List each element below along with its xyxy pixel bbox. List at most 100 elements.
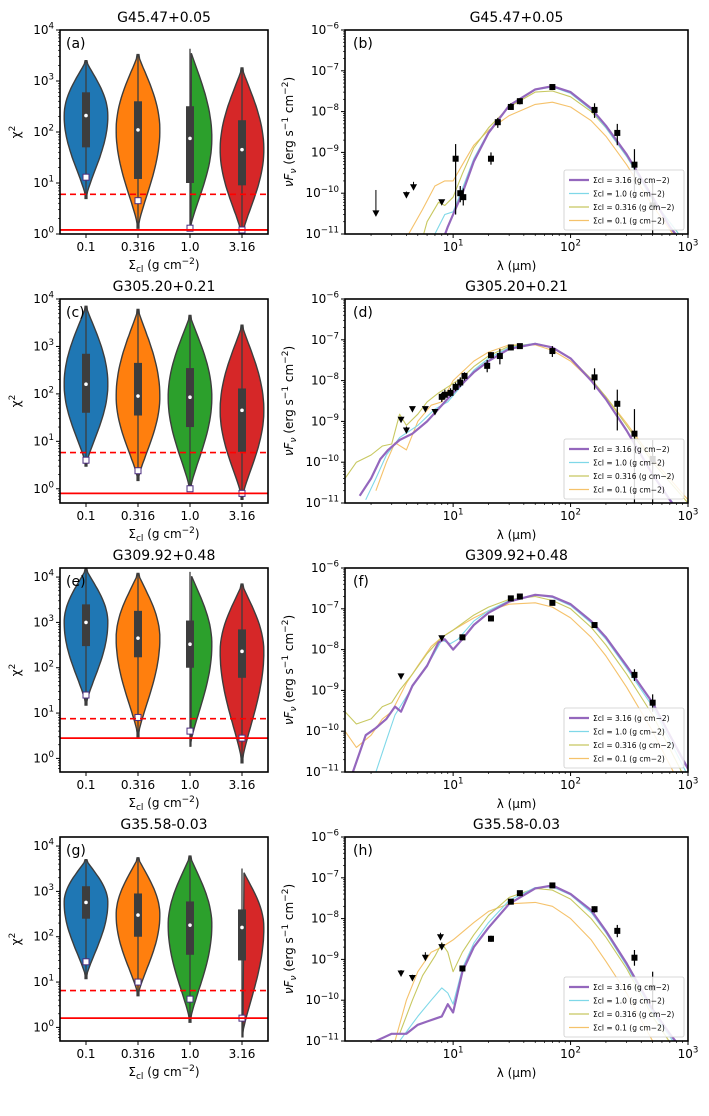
- violin-median: [84, 382, 88, 386]
- violin-box: [238, 909, 246, 961]
- violin-panel: G305.20+0.21 100 101 102 103 104 0.1 0.316 1.0 3.…: [8, 279, 269, 544]
- sed-panel: G305.20+0.21 10−11 10−10 10−9 10−8 10−7 10−6 10…: [281, 279, 698, 542]
- data-point: [549, 84, 556, 91]
- y-tick-label: 103: [33, 614, 54, 629]
- y-tick-label: 10−10: [306, 992, 339, 1007]
- data-point: [516, 343, 523, 350]
- legend-entry-label: Σcl = 0.1 (g cm−2): [593, 755, 665, 764]
- model-sed-line: [399, 887, 670, 1041]
- violin-box: [186, 901, 194, 955]
- data-point: [649, 699, 656, 706]
- x-axis-label: λ (μm): [497, 797, 537, 811]
- y-tick-label: 100: [33, 1019, 54, 1034]
- model-sed-line: [351, 593, 688, 772]
- x-tick-label: 102: [560, 777, 581, 792]
- panel-title: G45.47+0.05: [117, 10, 211, 26]
- x-tick-label: 0.1: [76, 778, 95, 792]
- violin-box: [134, 362, 142, 416]
- data-point: [549, 599, 556, 606]
- y-axis-label: νFν (erg s−1 cm−2): [281, 77, 299, 187]
- data-point: [452, 155, 459, 162]
- violin-box: [186, 106, 194, 183]
- x-tick-label: 101: [443, 1046, 464, 1061]
- panel-label: (h): [353, 843, 373, 859]
- x-tick-label: 101: [443, 777, 464, 792]
- x-tick-label: 3.16: [229, 240, 256, 254]
- data-point: [507, 898, 514, 905]
- violin-box: [134, 101, 142, 179]
- upper-limit-marker: [397, 673, 405, 680]
- data-point: [591, 622, 598, 629]
- violin-panel: G309.92+0.48 100 101 102 103 104 0.1 0.316 1.0 3.…: [8, 548, 269, 813]
- data-point: [591, 906, 598, 913]
- data-point: [496, 353, 503, 360]
- legend-entry-label: Σcl = 3.16 (g cm−2): [593, 176, 670, 185]
- best-fit-marker: [186, 995, 194, 1003]
- axes-frame: [344, 836, 689, 1042]
- best-fit-marker: [82, 456, 90, 464]
- data-point: [487, 615, 494, 622]
- legend-entry-label: Σcl = 1.0 (g cm−2): [593, 190, 665, 199]
- upper-limit-marker: [410, 184, 418, 191]
- panel-title: G35.58-0.03: [473, 817, 560, 833]
- y-tick-label: 10−9: [311, 413, 339, 428]
- axes-frame: [344, 298, 689, 504]
- y-axis-label: χ2: [8, 664, 23, 677]
- x-tick-label: 1.0: [180, 240, 199, 254]
- data-point: [452, 383, 459, 390]
- x-tick-label: 0.1: [76, 240, 95, 254]
- x-tick-label: 3.16: [229, 778, 256, 792]
- panel-label: (g): [66, 843, 86, 859]
- upper-limit-marker: [421, 406, 429, 413]
- best-fit-marker: [134, 467, 142, 475]
- violin-median: [84, 620, 88, 625]
- y-tick-label: 10−11: [306, 495, 339, 510]
- x-tick-label: 102: [560, 508, 581, 523]
- y-tick-label: 10−8: [311, 103, 339, 118]
- legend-entry-label: Σcl = 0.316 (g cm−2): [593, 741, 674, 750]
- legend-box: [563, 169, 685, 231]
- y-axis-label: χ2: [8, 395, 23, 408]
- y-tick-label: 10−6: [311, 829, 339, 844]
- best-fit-marker: [134, 978, 142, 986]
- data-point: [459, 965, 466, 972]
- data-point: [447, 389, 454, 396]
- x-axis-label: Σcl (g cm−2): [128, 795, 199, 813]
- legend-entry-label: Σcl = 0.1 (g cm−2): [593, 1024, 665, 1033]
- panel-label: (b): [353, 36, 373, 52]
- data-point: [614, 400, 621, 407]
- data-point: [487, 155, 494, 162]
- panel-title: G309.92+0.48: [465, 548, 568, 564]
- y-tick-label: 103: [33, 73, 54, 88]
- y-tick-label: 10−8: [311, 641, 339, 656]
- y-tick-label: 10−8: [311, 372, 339, 387]
- panel-label: (c): [66, 305, 85, 321]
- best-fit-marker: [82, 173, 90, 181]
- upper-limit-marker: [438, 199, 446, 206]
- axes-frame: [344, 567, 689, 773]
- upper-limit-marker: [397, 416, 405, 424]
- y-tick-label: 101: [33, 433, 54, 448]
- y-tick-label: 104: [33, 838, 54, 853]
- data-point: [438, 393, 445, 400]
- y-tick-label: 10−7: [311, 869, 339, 884]
- y-tick-label: 104: [33, 291, 54, 306]
- sed-panel: G309.92+0.48 10−11 10−10 10−9 10−8 10−7 10−6 10…: [281, 548, 698, 811]
- legend-entry-label: Σcl = 0.316 (g cm−2): [593, 1010, 674, 1019]
- violin-median: [188, 642, 192, 647]
- x-tick-label: 103: [678, 239, 699, 254]
- y-tick-label: 10−11: [306, 764, 339, 779]
- panel-label: (e): [66, 574, 86, 590]
- y-tick-label: 10−9: [311, 682, 339, 697]
- panel-label: (f): [353, 574, 369, 590]
- x-axis-label: Σcl (g cm−2): [128, 257, 199, 275]
- y-tick-label: 100: [33, 750, 54, 765]
- y-tick-label: 104: [33, 569, 54, 584]
- y-axis-label: χ2: [8, 933, 23, 946]
- axes-frame: [344, 29, 689, 235]
- violin-median: [84, 900, 88, 905]
- legend-entry-label: Σcl = 1.0 (g cm−2): [593, 997, 665, 1006]
- legend-box: [563, 438, 685, 500]
- x-axis-label: Σcl (g cm−2): [128, 1064, 199, 1082]
